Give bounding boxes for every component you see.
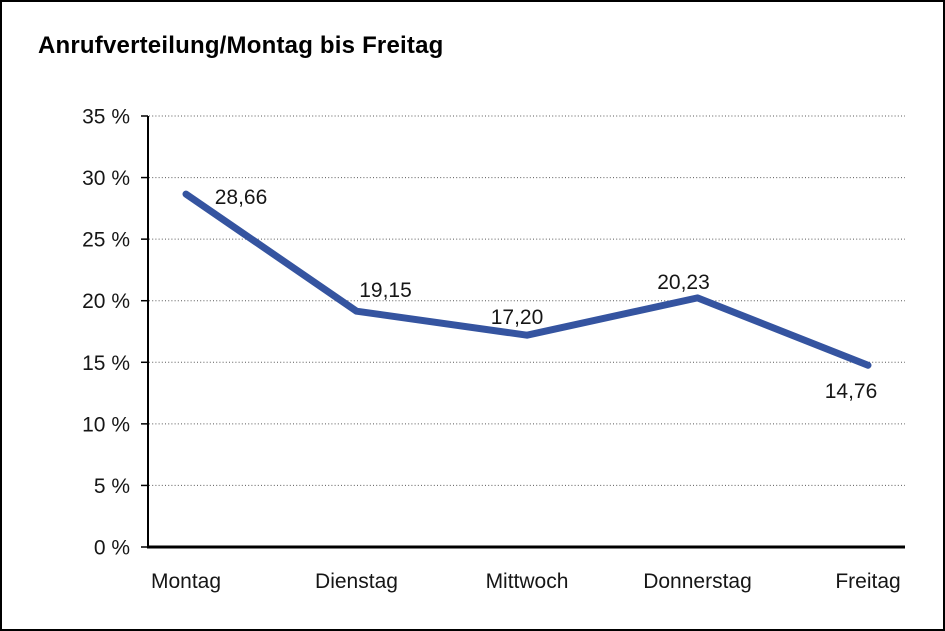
- data-point-label: 20,23: [657, 271, 710, 294]
- data-point-label: 28,66: [215, 186, 268, 209]
- y-tick-label: 5 %: [94, 475, 130, 498]
- x-category-label: Mittwoch: [486, 570, 569, 593]
- y-tick-label: 20 %: [82, 290, 130, 313]
- y-tick-label: 30 %: [82, 167, 130, 190]
- chart-title: Anrufverteilung/Montag bis Freitag: [38, 32, 444, 59]
- y-tick-label: 0 %: [94, 537, 130, 560]
- y-tick-label: 10 %: [82, 413, 130, 436]
- x-category-label: Montag: [151, 570, 221, 593]
- x-category-label: Dienstag: [315, 570, 398, 593]
- y-tick-label: 15 %: [82, 352, 130, 375]
- y-tick-label: 25 %: [82, 229, 130, 252]
- x-category-label: Donnerstag: [643, 570, 752, 593]
- data-point-label: 19,15: [359, 279, 412, 302]
- y-tick-label: 35 %: [82, 106, 130, 129]
- data-line: [182, 190, 872, 369]
- data-point-label: 17,20: [491, 306, 544, 329]
- data-point-label: 14,76: [825, 380, 878, 403]
- x-category-label: Freitag: [835, 570, 900, 593]
